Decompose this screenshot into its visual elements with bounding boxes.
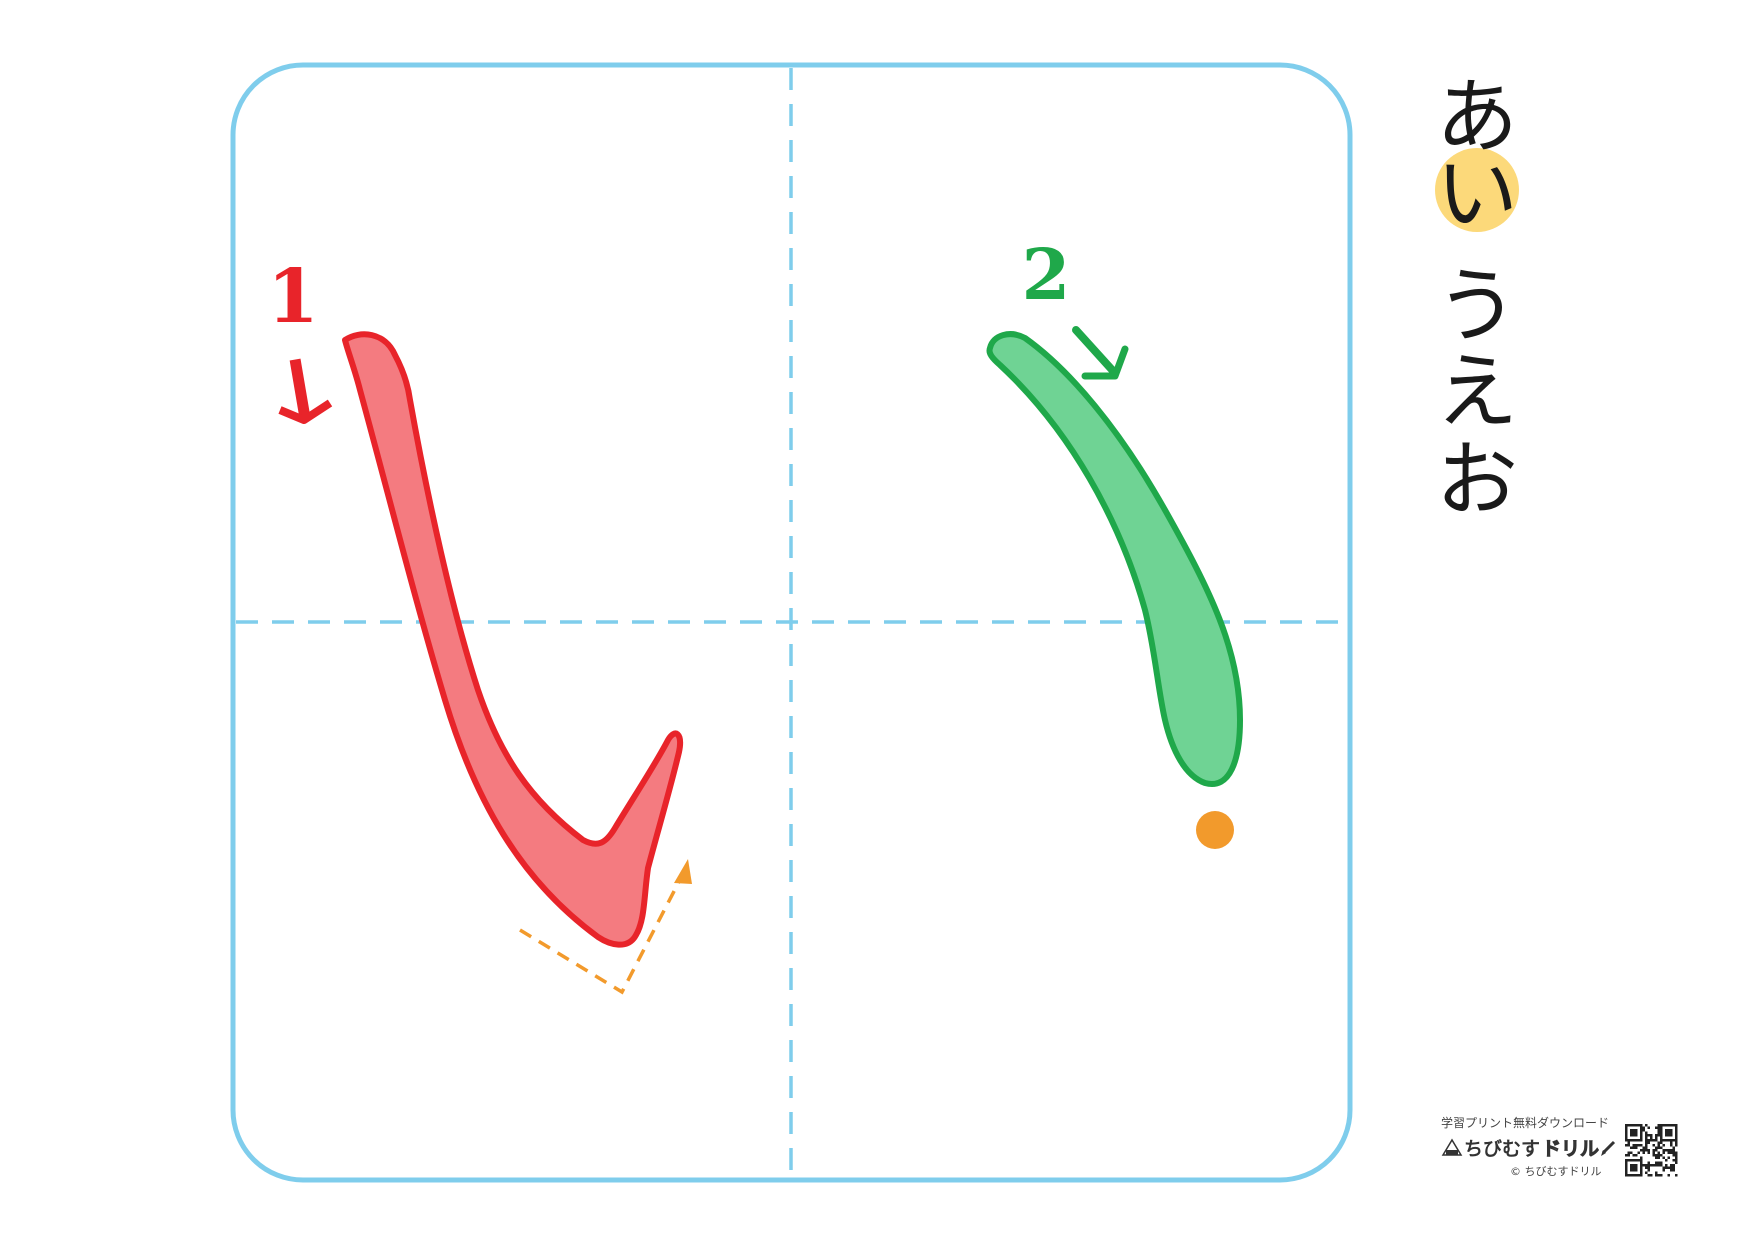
stroke-1-direction-arrow [278,358,333,424]
stroke-2-direction-arrow [1072,326,1129,380]
footer-branding: 学習プリント無料ダウンロード ちびむす ドリル © ちびむすドリル [1441,1115,1678,1178]
kana-item-a: あ [1436,70,1518,165]
pencil-icon [1601,1140,1616,1156]
footer-brand-prefix: ちびむす [1464,1138,1540,1160]
stroke-2-end-dot [1196,811,1234,849]
kana-item-e: え [1436,345,1518,440]
kana-item-o: お [1436,433,1518,528]
stroke-1-shape [342,331,683,948]
stroke-1-number: 1 [267,254,319,340]
footer-tagline: 学習プリント無料ダウンロード [1441,1115,1609,1130]
hook-hint-arrow [519,859,692,995]
mascot-icon [1441,1138,1463,1156]
qr-code-icon [1625,1124,1678,1177]
stroke-2-number: 2 [1022,233,1071,316]
kana-item-u: う [1436,259,1518,354]
footer-copyright: © ちびむすドリル [1510,1165,1602,1178]
footer-brand-suffix: ドリル [1542,1138,1599,1160]
kana-highlight-circle [1435,148,1519,232]
kana-item-i: い [1436,147,1518,242]
kana-row-index: あ い う え お [1435,70,1519,528]
stroke-2-shape [986,331,1243,787]
